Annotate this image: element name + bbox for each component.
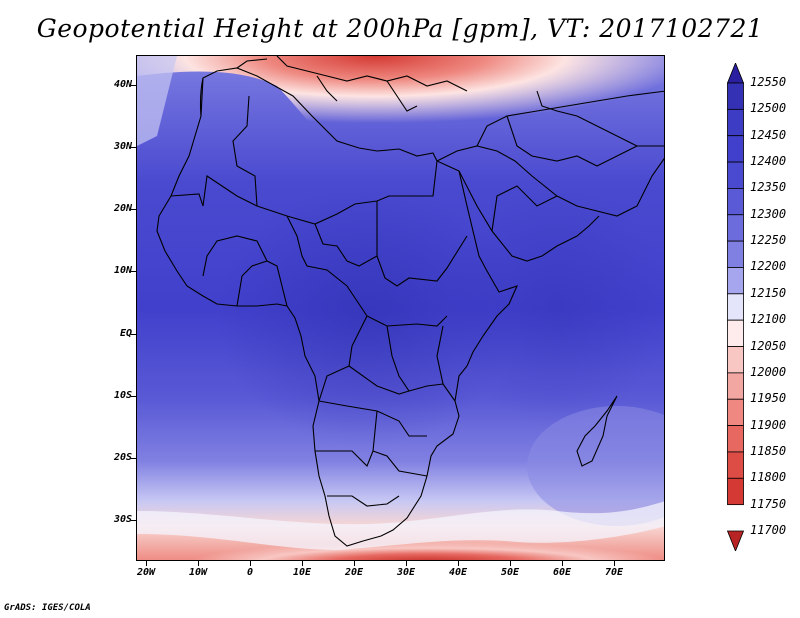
colorbar-label: 11850 [750,443,787,458]
colorbar-cell [727,346,744,374]
colorbar-label: 11950 [750,391,787,406]
colorbar-label: 12050 [750,338,787,353]
lon-label-30e: 30E [396,567,416,578]
colorbar-cell [727,63,744,84]
lon-tick [198,561,199,566]
coastlines [156,56,664,547]
lon-tick [406,561,407,566]
colorbar-cell [727,425,744,453]
colorbar-label: 11800 [750,470,787,485]
colorbar-cell [727,214,744,242]
lat-tick [131,520,136,521]
lon-label-60e: 60E [552,567,572,578]
lon-tick [354,561,355,566]
colorbar-cell [727,398,744,426]
colorbar-cell [727,530,744,551]
chart-title: Geopotential Height at 200hPa [gpm], VT:… [36,14,764,43]
lon-tick [146,561,147,566]
colorbar-cell [727,451,744,479]
colorbar-label: 12500 [750,101,787,116]
lat-label-20s: 20S [113,452,132,463]
lat-label-30n: 30N [113,141,132,152]
colorbar-cell [727,82,744,110]
colorbar-label: 12450 [750,127,787,142]
colorbar [727,63,744,551]
colorbar-label: 12150 [750,285,787,300]
colorbar-cell [727,293,744,321]
lat-tick [131,85,136,86]
lon-tick [510,561,511,566]
colorbar-cells [727,63,744,551]
colorbar-label: 12400 [750,154,787,169]
colorbar-cell [727,188,744,216]
lat-tick [131,209,136,210]
colorbar-label: 11750 [750,496,787,511]
lat-label-40n: 40N [113,79,132,90]
colorbar-label: 11700 [750,523,787,537]
colorbar-cell [727,477,744,506]
lat-label-20n: 20N [113,203,132,214]
colorbar-label: 12100 [750,312,787,327]
colorbar-label: 12200 [750,259,787,274]
lon-label-50e: 50E [500,567,520,578]
lon-label-10e: 10E [292,567,312,578]
lat-tick [131,271,136,272]
lat-tick [131,334,136,335]
lon-tick [250,561,251,566]
colorbar-cell [727,240,744,268]
colorbar-label: 12000 [750,364,787,379]
lon-label-20w: 20W [136,567,156,578]
lon-label-10w: 10W [188,567,208,578]
lat-label-10n: 10N [113,265,132,276]
colorbar-label: 12300 [750,206,787,221]
lat-tick [131,396,136,397]
lon-tick [302,561,303,566]
colorbar-cell [727,108,744,137]
geopotential-map [137,56,664,560]
colorbar-cell [727,135,744,163]
colorbar-label: 12250 [750,233,787,248]
colorbar-cell [727,319,744,347]
lon-label-0: 0 [246,567,254,578]
colorbar-label: 11900 [750,417,787,432]
lon-label-40e: 40E [448,567,468,578]
lat-tick [131,458,136,459]
colorbar-label: 12550 [750,75,787,89]
colorbar-cell [727,267,744,295]
colorbar-cell [727,372,744,400]
lat-label-30s: 30S [113,514,132,525]
lon-tick [458,561,459,566]
lon-tick [562,561,563,566]
lat-label-eq: EQ [119,328,132,339]
map-panel [136,55,665,561]
lon-label-70e: 70E [604,567,624,578]
grads-credit: GrADS: IGES/COLA [4,603,91,613]
lon-tick [614,561,615,566]
colorbar-cell [727,161,744,189]
lat-label-10s: 10S [113,390,132,401]
colorbar-label: 12350 [750,180,787,195]
lon-label-20e: 20E [344,567,364,578]
lat-tick [131,147,136,148]
